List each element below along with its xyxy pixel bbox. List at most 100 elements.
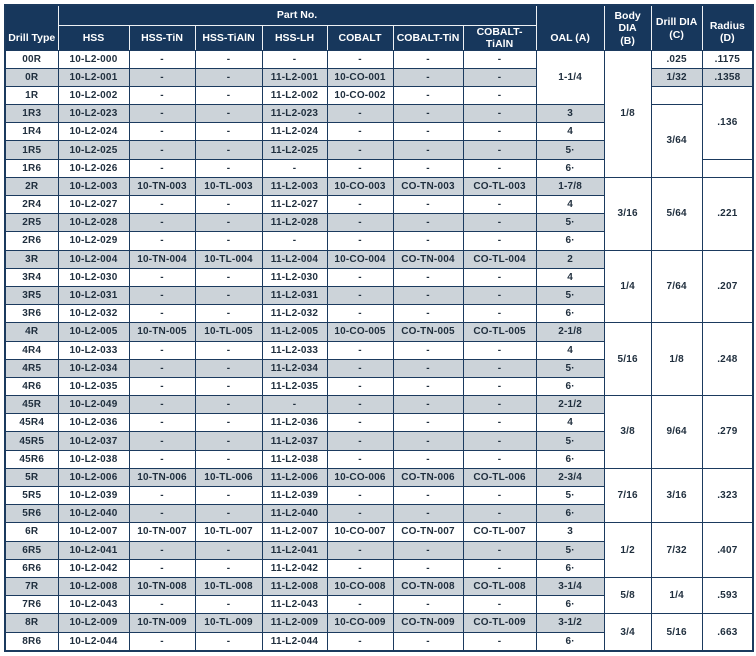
part-number-cell: - <box>194 49 263 69</box>
table-row: 8R6 10-L2-044- -11-L2-044- - -6· <box>4 631 753 652</box>
part-number-cell: - <box>462 231 537 251</box>
part-number-cell: 11-L2-040 <box>261 504 328 524</box>
part-number-cell: 11-L2-001 <box>261 67 328 87</box>
body-dia-cell: 1/2 <box>603 522 652 578</box>
part-number-cell: 10-L2-038 <box>57 449 130 469</box>
drill-type-cell: 2R4 <box>4 194 59 215</box>
part-number-cell: - <box>194 304 263 324</box>
table-row: 2R6 10-L2-029- - - - - -6· <box>4 231 753 251</box>
table-row: 3R6 10-L2-032- -11-L2-032- - -6· <box>4 304 753 324</box>
part-number-cell: 10-L2-009 <box>57 613 130 633</box>
oal-cell: 5· <box>535 431 605 451</box>
part-number-cell: CO-TL-006 <box>462 467 537 488</box>
col-header-hss-tin: HSS-TiN <box>128 24 196 51</box>
part-number-cell: - <box>392 395 464 415</box>
part-number-cell: - <box>462 413 537 433</box>
drill-type-cell: 45R4 <box>4 413 59 433</box>
part-number-cell: - <box>392 431 464 451</box>
radius-cell: .1358 <box>701 67 754 87</box>
table-header: Drill Type Part No. OAL (A) Body DIA (B)… <box>4 4 754 51</box>
part-number-cell: - <box>128 85 196 106</box>
oal-cell: 4 <box>535 340 605 360</box>
part-number-cell: 10-TN-003 <box>128 176 196 197</box>
oal-cell: 2-3/4 <box>535 467 605 488</box>
part-number-cell: 10-L2-027 <box>57 194 130 215</box>
table-row: 1R5 10-L2-025- -11-L2-025- - -5· <box>4 140 753 160</box>
part-number-cell: 10-L2-000 <box>57 49 130 69</box>
part-number-cell: - <box>392 194 464 215</box>
part-number-cell: - <box>392 85 464 106</box>
part-number-cell: - <box>128 285 196 306</box>
part-number-cell: - <box>128 49 196 69</box>
part-number-cell: - <box>261 158 328 178</box>
part-number-cell: 11-L2-009 <box>261 613 328 633</box>
drill-type-cell: 3R <box>4 249 59 269</box>
part-number-cell: - <box>194 358 263 378</box>
part-number-cell: CO-TN-006 <box>392 467 464 488</box>
oal-cell: 6· <box>535 158 605 178</box>
drill-type-cell: 3R4 <box>4 267 59 287</box>
drill-type-cell: 2R6 <box>4 231 59 251</box>
part-number-cell: - <box>462 67 537 87</box>
part-number-cell: 11-L2-005 <box>261 322 328 342</box>
part-number-cell: - <box>261 231 328 251</box>
drill-type-cell: 6R6 <box>4 558 59 578</box>
table-row: 4R 10-L2-005 10-TN-005 10-TL-005 11-L2-005 10… <box>4 322 754 397</box>
oal-cell: 2 <box>535 249 605 269</box>
part-number-cell: - <box>194 213 263 233</box>
part-number-cell: - <box>128 631 196 652</box>
table-row: 3R5 10-L2-031- -11-L2-031- - -5· <box>4 285 753 306</box>
part-number-cell: 10-TL-008 <box>194 576 263 597</box>
oal-cell: 6· <box>535 376 605 397</box>
drill-type-cell: 1R3 <box>4 104 59 124</box>
table-row: 3R 10-L2-004 10-TN-004 10-TL-004 11-L2-004 10… <box>4 249 754 324</box>
oal-cell: 2-1/8 <box>535 322 605 342</box>
part-number-cell: 11-L2-034 <box>261 358 328 378</box>
part-number-cell: 10-L2-004 <box>57 249 130 269</box>
part-number-cell: - <box>462 595 537 615</box>
part-number-cell: 10-L2-008 <box>57 576 130 597</box>
drill-dia-cell <box>650 85 703 106</box>
part-number-cell: CO-TN-007 <box>392 522 464 542</box>
part-number-cell: CO-TN-005 <box>392 322 464 342</box>
part-number-cell: - <box>326 122 394 142</box>
oal-cell: 6· <box>535 449 605 469</box>
part-number-cell: - <box>194 267 263 287</box>
drill-dia-cell: 9/64 <box>650 395 703 469</box>
part-number-cell: - <box>462 213 537 233</box>
part-number-cell: 11-L2-025 <box>261 140 328 160</box>
part-number-cell: CO-TN-004 <box>392 249 464 269</box>
part-number-cell: 10-CO-009 <box>326 613 394 633</box>
part-number-cell: - <box>326 340 394 360</box>
part-number-cell: 11-L2-041 <box>261 540 328 560</box>
radius-cell: .248 <box>701 322 754 397</box>
part-number-cell: - <box>194 85 263 106</box>
part-number-cell: - <box>128 304 196 324</box>
part-number-cell: 10-L2-024 <box>57 122 130 142</box>
drill-dia-cell: 3/64 <box>650 104 703 178</box>
part-number-cell: 11-L2-035 <box>261 376 328 397</box>
table-body: 00R 10-L2-000- - - - - -1-1/4 1/8.025.1175 0R 10-… <box>4 49 754 652</box>
part-number-cell: 10-CO-005 <box>326 322 394 342</box>
part-number-cell: - <box>128 376 196 397</box>
drill-type-cell: 6R5 <box>4 540 59 560</box>
drill-type-cell: 45R5 <box>4 431 59 451</box>
radius-cell: .323 <box>701 467 754 524</box>
part-number-cell: - <box>462 85 537 106</box>
part-number-cell: 11-L2-006 <box>261 467 328 488</box>
part-number-cell: 11-L2-032 <box>261 304 328 324</box>
oal-cell: 5· <box>535 213 605 233</box>
oal-cell: 5· <box>535 540 605 560</box>
part-number-cell: 10-L2-039 <box>57 485 130 506</box>
part-number-cell: 10-TN-006 <box>128 467 196 488</box>
part-number-cell: 11-L2-031 <box>261 285 328 306</box>
table-row: 7R 10-L2-008 10-TN-008 10-TL-008 11-L2-008 10… <box>4 576 754 615</box>
part-number-cell: - <box>326 485 394 506</box>
col-header-drill-type: Drill Type <box>4 4 59 51</box>
drill-dia-cell: 7/64 <box>650 249 703 324</box>
part-number-cell: 11-L2-036 <box>261 413 328 433</box>
part-number-cell: - <box>392 104 464 124</box>
table-row: 45R4 10-L2-036- -11-L2-036- - -4 <box>4 413 753 433</box>
oal-cell: 2-1/2 <box>535 395 605 415</box>
part-number-cell: - <box>194 231 263 251</box>
